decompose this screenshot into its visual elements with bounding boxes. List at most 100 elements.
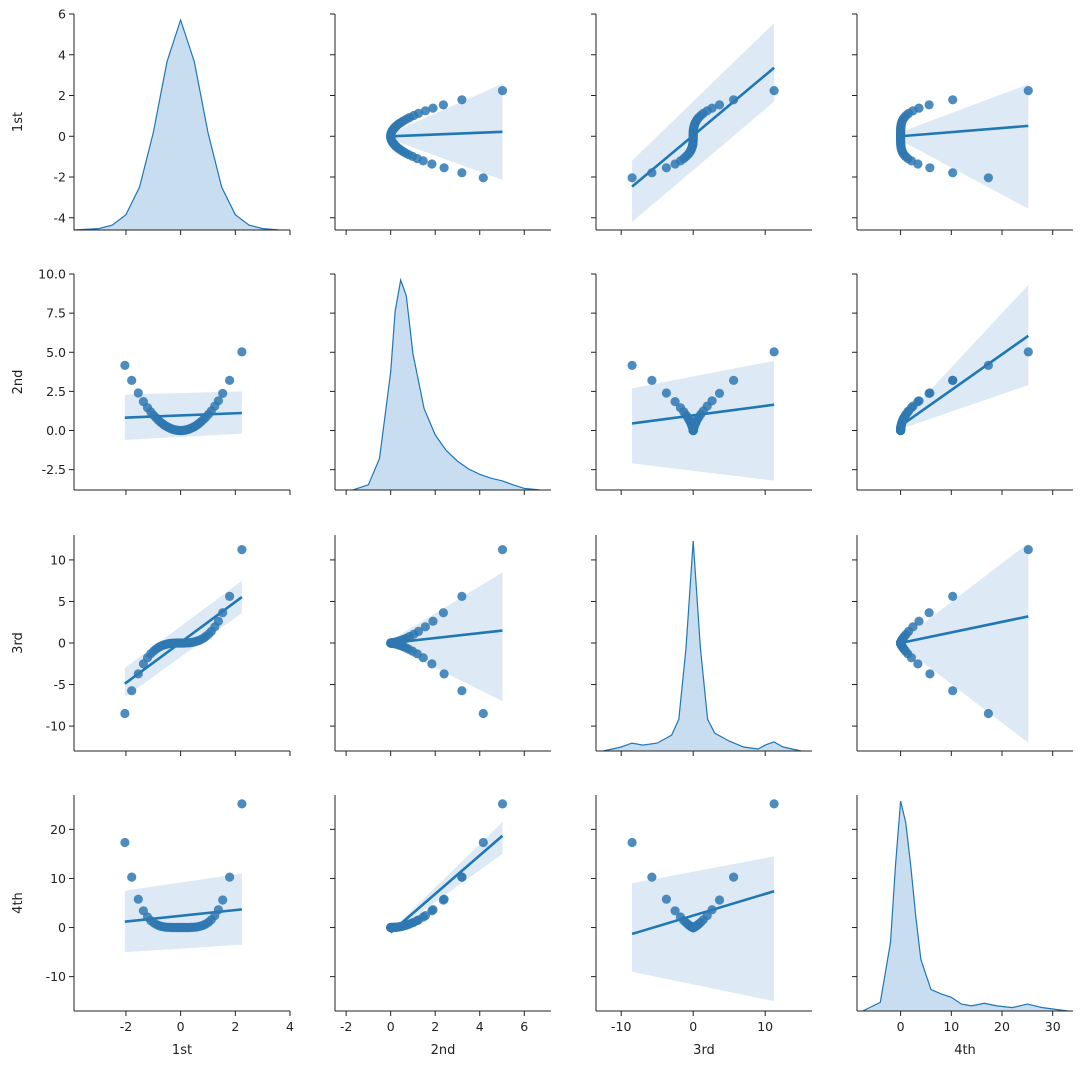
subplot-4th-vs-1st: -2 0 2 4 -10 0 10 20 (46, 795, 294, 1034)
x-tick-label: 6 (520, 1019, 528, 1034)
kde-line-2nd (352, 277, 540, 491)
data-point (225, 375, 235, 385)
data-point (478, 708, 488, 719)
kde-fill-1st (74, 20, 280, 230)
y-tick-label: 0.0 (46, 423, 66, 438)
data-point (1023, 545, 1033, 555)
kde-fill-3rd (603, 541, 802, 751)
ci-band (390, 822, 503, 934)
x-tick-label: 0 (387, 1019, 395, 1034)
x-tick-label: 30 (1045, 1019, 1061, 1034)
data-point (647, 168, 657, 178)
subplot-2nd-vs-4th (852, 273, 1073, 495)
y-tick-label: 0 (58, 636, 66, 651)
data-point (127, 686, 137, 696)
data-point (438, 100, 448, 110)
data-point (497, 799, 508, 809)
ci-band (900, 284, 1029, 429)
data-point (627, 360, 637, 370)
subplot-3rd-vs-4th (852, 535, 1073, 756)
x-tick-label: 4 (286, 1019, 294, 1034)
x-tick-label: -10 (611, 1019, 631, 1034)
x-axis-label-1st: 1st (172, 1043, 192, 1058)
regression-line (899, 334, 1030, 427)
data-point (413, 915, 424, 925)
data-point (420, 106, 430, 116)
x-tick-label: 0 (177, 1019, 185, 1034)
subplot-4th-vs-2nd: -2 0 2 4 6 (330, 795, 551, 1034)
data-point (428, 103, 438, 113)
y-tick-label: 5 (58, 594, 66, 609)
data-point (478, 837, 488, 848)
data-point (120, 837, 130, 848)
data-point (225, 872, 235, 882)
kde-line-1st (73, 18, 280, 231)
data-point (769, 799, 779, 809)
data-point (457, 591, 467, 602)
y-tick-label: -10 (46, 719, 66, 734)
data-point (127, 872, 137, 882)
data-point (670, 397, 680, 407)
y-axis-label-3rd: 3rd (11, 632, 26, 654)
x-tick-label: 0 (689, 1019, 697, 1034)
data-point (120, 360, 130, 370)
data-point (914, 616, 924, 626)
data-point (497, 545, 508, 555)
data-point (457, 686, 467, 696)
data-point (428, 905, 438, 915)
y-tick-label: 10.0 (38, 267, 66, 282)
kde-fill-4th (862, 801, 1068, 1011)
data-point (714, 895, 725, 905)
data-point (428, 616, 438, 626)
data-point (478, 173, 488, 183)
x-tick-label: 10 (943, 1019, 959, 1034)
x-tick-label: 10 (757, 1019, 773, 1034)
ci-band (632, 856, 775, 1002)
regression-line (389, 834, 504, 934)
data-point (127, 375, 137, 385)
x-tick-label: -2 (120, 1019, 132, 1034)
data-point (924, 100, 934, 110)
regression-line (124, 411, 242, 419)
y-axis-label-4th: 4th (11, 892, 26, 914)
y-tick-label: 2 (58, 88, 66, 103)
y-tick-label: 7.5 (46, 306, 66, 321)
data-point (661, 163, 672, 173)
data-point (497, 86, 508, 96)
data-point (237, 545, 247, 555)
data-point (427, 159, 437, 169)
data-point (120, 708, 130, 719)
y-tick-label: -2 (54, 170, 66, 185)
data-point (983, 173, 994, 183)
data-point (413, 108, 424, 118)
y-axis-label-2nd: 2nd (11, 370, 26, 395)
data-point (133, 388, 143, 398)
data-point (438, 608, 448, 618)
data-point (948, 95, 958, 105)
subplot-2nd-vs-1st: -2.5 0.0 2.5 5.0 7.5 10.0 (38, 267, 291, 495)
subplot-3rd-vs-2nd (330, 535, 551, 756)
ci-band (632, 22, 775, 222)
data-point (420, 622, 430, 632)
subplot-3rd-vs-3rd (591, 535, 812, 756)
data-point (218, 895, 228, 905)
y-tick-label: 6 (58, 7, 66, 22)
y-tick-label: 10 (50, 552, 66, 567)
data-point (661, 894, 672, 904)
data-point (420, 911, 430, 921)
data-point (707, 396, 717, 406)
data-point (714, 388, 725, 398)
x-axis-label-4th: 4th (954, 1043, 976, 1058)
data-point (237, 347, 247, 357)
data-point (647, 872, 657, 882)
y-tick-label: 20 (50, 822, 66, 837)
data-point (948, 375, 958, 385)
data-point (1023, 86, 1033, 96)
kde-line-4th (862, 800, 1068, 1012)
data-point (948, 168, 958, 178)
y-tick-label: -10 (46, 969, 66, 984)
data-point (438, 895, 448, 905)
data-point (913, 659, 923, 669)
ci-band (390, 83, 503, 180)
